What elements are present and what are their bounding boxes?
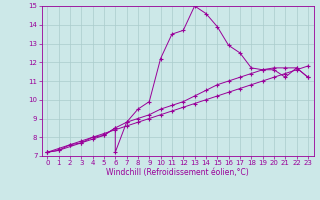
X-axis label: Windchill (Refroidissement éolien,°C): Windchill (Refroidissement éolien,°C) xyxy=(106,168,249,177)
